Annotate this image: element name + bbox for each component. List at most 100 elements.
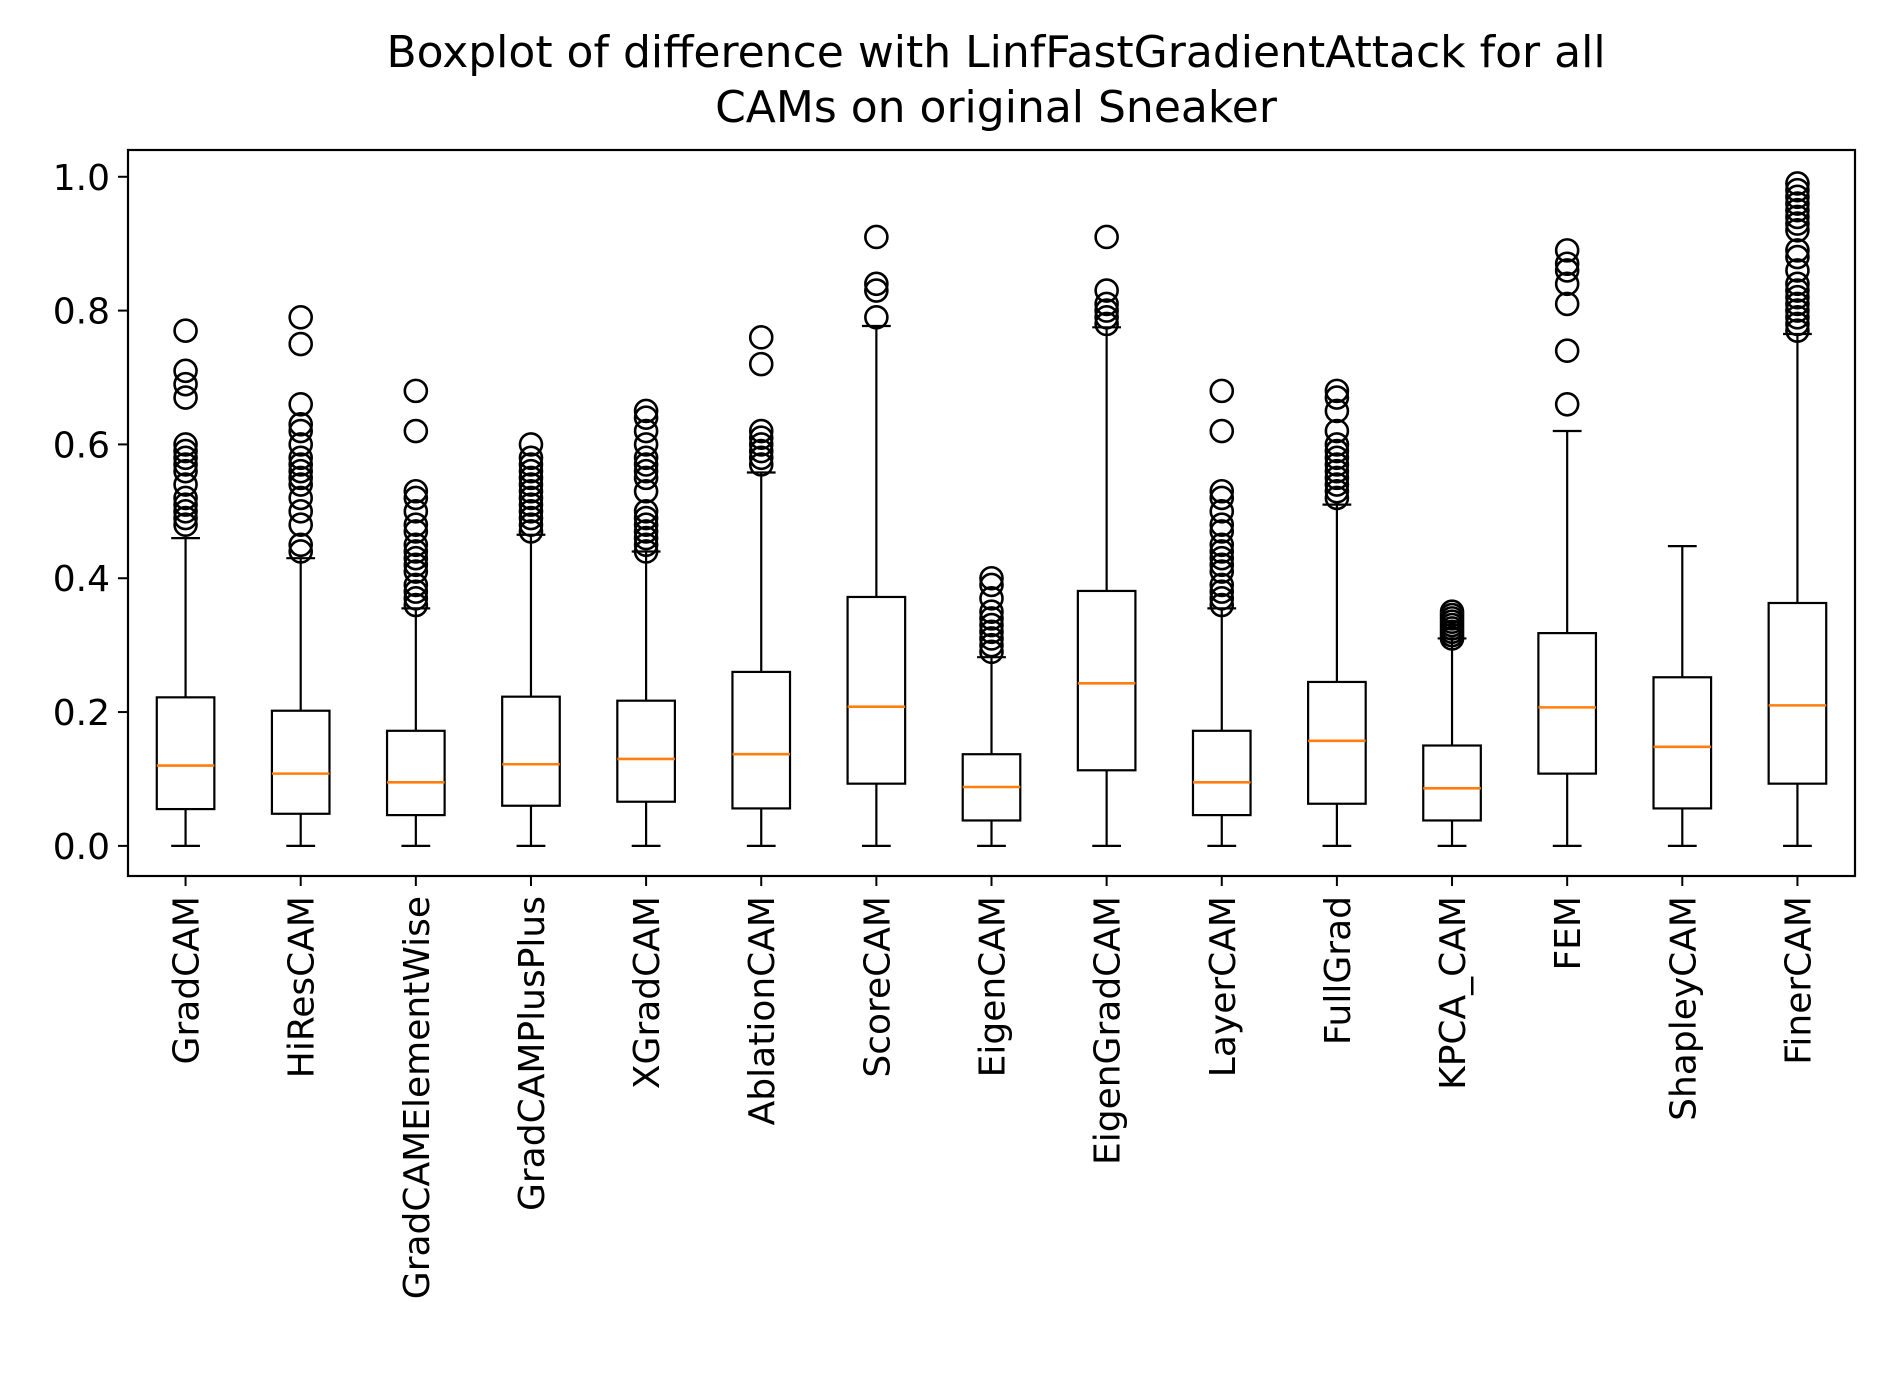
outlier-point: [1554, 391, 1580, 417]
outlier-point: [748, 425, 774, 451]
outlier-point: [518, 492, 544, 517]
x-tick-label: XGradCAM: [627, 896, 668, 1089]
outlier-point: [518, 458, 544, 484]
outlier-point: [1785, 204, 1810, 230]
x-tick-label: ScoreCAM: [857, 896, 898, 1078]
outlier-point: [979, 606, 1004, 631]
outlier-point: [979, 639, 1004, 665]
outlier-point: [1209, 592, 1235, 618]
outlier-point: [173, 371, 198, 397]
outlier-point: [748, 445, 774, 471]
outlier-point: [1324, 485, 1350, 511]
outlier-point: [518, 478, 544, 504]
outlier-point: [403, 579, 429, 604]
outlier-point: [518, 485, 544, 511]
outlier-point: [288, 304, 314, 330]
outlier-point: [979, 619, 1004, 645]
outlier-point: [1209, 545, 1235, 571]
chart-title-line-2: CAMs on original Sneaker: [715, 82, 1278, 133]
outlier-point: [1324, 418, 1350, 444]
chart-title-line-1: Boxplot of difference with LinfFastGradi…: [386, 27, 1605, 78]
outlier-point: [518, 499, 544, 524]
y-tick-label: 0.4: [53, 559, 110, 600]
outlier-point: [979, 612, 1004, 638]
outlier-point: [518, 445, 544, 471]
outlier-point: [1785, 284, 1810, 310]
outlier-point: [518, 472, 544, 497]
outlier-point: [1209, 418, 1235, 444]
outlier-point: [633, 532, 659, 558]
outlier-point: [1209, 539, 1235, 564]
outlier-point: [1785, 197, 1810, 223]
outlier-point: [1554, 238, 1580, 263]
outlier-point: [1094, 311, 1119, 337]
box-iqr: [155, 696, 216, 811]
box-iqr: [1307, 680, 1367, 805]
outlier-point: [979, 572, 1004, 598]
x-tick-label: KPCA_CAM: [1433, 896, 1474, 1090]
outlier-point: [748, 351, 774, 377]
outlier-point: [288, 432, 314, 457]
plot-area: 0.0 0.2 0.4 0.6 0.8 1.0 GradCAM HiResCAM GradCAM…: [53, 148, 1857, 1299]
x-tick-label: GradCAMPlusPlus: [512, 896, 553, 1211]
outlier-point: [288, 331, 314, 357]
outlier-point: [518, 465, 544, 491]
outlier-point: [1785, 291, 1810, 317]
outlier-point: [1209, 478, 1235, 504]
outlier-point: [1209, 572, 1235, 598]
outlier-point: [1554, 258, 1580, 283]
x-tick-label: LayerCAM: [1203, 896, 1244, 1077]
outlier-point: [1785, 191, 1810, 216]
outlier-point: [173, 445, 198, 471]
box-iqr: [501, 695, 561, 807]
outlier-point: [173, 485, 198, 511]
y-tick-label: 0.6: [53, 425, 110, 466]
box-iqr: [731, 670, 792, 810]
outlier-point: [1785, 238, 1810, 263]
outlier-point: [633, 505, 659, 531]
outlier-point: [1785, 318, 1810, 343]
outlier-point: [403, 519, 429, 544]
outlier-point: [1554, 251, 1580, 277]
x-tick-label: FEM: [1548, 896, 1589, 971]
outlier-point: [979, 626, 1004, 651]
outlier-point: [1324, 432, 1350, 457]
outlier-point: [748, 452, 774, 477]
outlier-point: [1785, 177, 1810, 203]
outlier-point: [288, 445, 314, 471]
outlier-point: [288, 452, 314, 477]
outlier-point: [633, 452, 659, 477]
outlier-point: [173, 492, 198, 517]
outlier-point: [633, 525, 659, 551]
outlier-point: [1209, 378, 1235, 404]
outlier-point: [173, 505, 198, 531]
outlier-point: [173, 358, 198, 384]
outlier-point: [173, 499, 198, 524]
outlier-point: [748, 418, 774, 444]
outlier-point: [633, 432, 659, 457]
outlier-point: [518, 519, 544, 544]
outlier-point: [288, 391, 314, 417]
outlier-point: [1785, 298, 1810, 323]
outlier-point: [1209, 499, 1235, 524]
outlier-point: [979, 632, 1004, 658]
outlier-point: [1094, 278, 1119, 303]
outlier-point: [173, 458, 198, 484]
outlier-point: [173, 432, 198, 457]
x-tick-label: HiResCAM: [282, 896, 323, 1078]
outlier-point: [288, 465, 314, 491]
outlier-point: [403, 499, 429, 524]
outlier-point: [864, 304, 889, 330]
outlier-point: [288, 458, 314, 484]
outlier-point: [1209, 532, 1235, 558]
outlier-point: [1324, 398, 1350, 424]
outlier-point: [864, 271, 889, 297]
box-iqr: [1191, 729, 1252, 817]
outlier-point: [518, 432, 544, 457]
outlier-point: [173, 318, 198, 343]
x-tick-label: EigenCAM: [973, 896, 1014, 1077]
outlier-point: [173, 452, 198, 477]
outlier-point: [1439, 599, 1465, 624]
